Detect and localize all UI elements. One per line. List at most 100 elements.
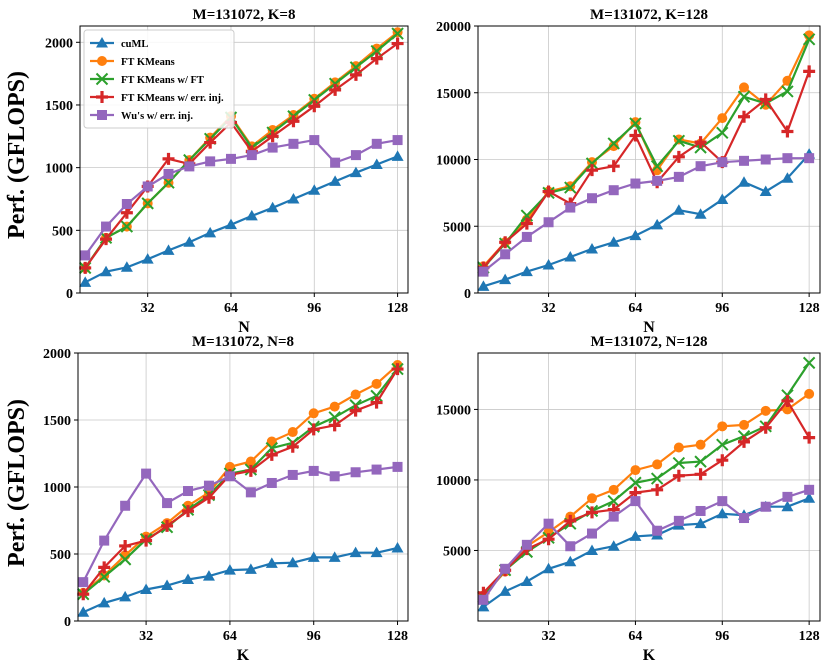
data-point [162,152,175,165]
data-point [607,160,620,173]
series-wu-s-w-err-inj- [80,135,403,261]
data-point [288,138,299,149]
data-point [564,514,577,527]
data-point [804,153,815,164]
data-point [478,266,489,277]
x-tick-label: 96 [307,301,321,316]
y-tick-label: 1500 [43,414,71,429]
data-point [781,394,794,407]
data-point [329,401,340,412]
data-point [98,561,111,574]
data-point [542,533,555,546]
data-point [586,506,598,519]
data-point [350,150,361,161]
data-point [716,454,729,467]
y-axis-label-top: Perf. (GFLOPS) [4,71,30,239]
data-point [781,172,794,183]
series-line [84,32,399,269]
y-tick-label: 20000 [436,20,471,35]
data-point [586,544,598,555]
data-point [330,157,341,168]
data-point [694,208,707,219]
y-tick-label: 1000 [43,481,71,496]
data-point [309,135,320,146]
series-line [82,368,399,595]
data-point [652,525,663,536]
data-point [349,546,362,558]
data-point [266,130,279,143]
data-point [478,594,489,605]
data-point [802,356,816,370]
data-point [695,439,706,450]
x-axis-label: K [643,647,656,664]
data-point [673,515,684,526]
y-tick-label: 0 [64,615,71,630]
y-tick-label: 10000 [436,154,471,169]
x-tick-label: 64 [628,629,642,644]
plot-frame [79,25,409,294]
y-tick-label: 0 [464,287,471,302]
series-line [482,393,810,597]
legend-marker [95,72,109,86]
plot-frame [477,352,821,622]
x-tick-label: 32 [542,301,556,316]
data-point [392,135,403,146]
x-tick-label: 64 [224,301,238,316]
data-point [140,583,153,595]
data-point [265,448,278,461]
data-point [672,204,685,215]
data-point [760,405,771,416]
y-tick-label: 15000 [436,403,471,418]
chart-3: 32 64 96 128 0 500 1000 1500 2000 M=131072, N=8 K [43,334,409,664]
series-line [82,368,399,596]
data-point [586,242,598,254]
legend: cuML FT KMeans FT KMeans w/ FT FT KMeans w/… [83,29,235,129]
data-point [308,465,319,476]
legend-marker [97,56,107,66]
series-cuml [79,150,404,287]
data-point [391,541,404,553]
data-point [391,363,404,376]
data-point [308,100,321,113]
legend-item: FT KMeans w/ FT [90,72,204,86]
data-point [308,408,319,419]
data-point [287,192,300,204]
y-tick-label: 2000 [43,347,71,362]
data-point [629,476,642,489]
data-point [672,469,685,482]
data-point [717,496,728,507]
x-axis-label: N [643,319,655,336]
data-point [370,389,383,403]
data-point [120,500,131,511]
data-point [804,388,815,399]
chart-2: 32 64 96 128 0 5000 10000 15000 20000 M=131072, K… [436,7,821,336]
data-point [629,530,642,541]
data-point [245,487,256,498]
data-point [521,231,532,242]
data-point [782,491,793,502]
data-point [371,43,382,54]
data-point [499,273,512,285]
data-point [630,178,641,189]
data-point [183,236,196,247]
series-ft-kmeans [478,388,815,601]
data-point [349,68,362,81]
legend-item: cuML [90,37,148,50]
y-tick-label: 15000 [436,87,471,102]
data-point [225,153,236,164]
data-point [652,175,663,186]
data-point [543,518,554,529]
x-tick-label: 128 [799,301,820,316]
data-point [244,563,257,574]
x-tick-label: 32 [139,629,153,644]
data-point [118,553,132,566]
data-point [392,461,403,472]
data-point [739,513,749,524]
data-point [349,166,362,178]
data-point [266,201,279,213]
plot-frame [477,25,821,294]
data-point [245,456,256,467]
data-point [246,150,257,161]
data-point [120,261,133,272]
